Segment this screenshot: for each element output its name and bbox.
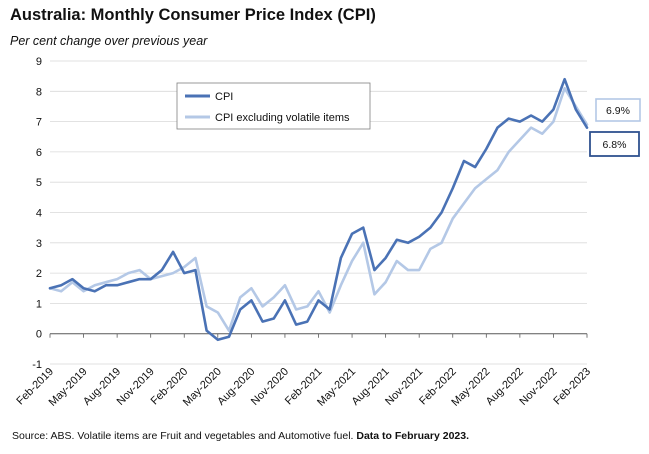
source-data-date: Data to February 2023. xyxy=(356,430,470,442)
legend: CPI CPI excluding volatile items xyxy=(176,82,371,130)
y-tick-label: 9 xyxy=(36,56,42,68)
series-line-cpi xyxy=(48,77,589,342)
callout-label-cpi: 6.8% xyxy=(603,139,627,151)
x-axis-ticks: Feb-2019May-2019Aug-2019Nov-2019Feb-2020… xyxy=(14,333,593,409)
series-lines xyxy=(48,77,589,342)
legend-label-excl: CPI excluding volatile items xyxy=(215,112,350,124)
y-tick-label: 0 xyxy=(36,329,42,341)
callout-box-excl xyxy=(595,98,641,122)
series-line-cpi-excl-volatile xyxy=(48,86,589,332)
chart-title: Australia: Monthly Consumer Price Index … xyxy=(10,6,376,24)
y-tick-label: 4 xyxy=(36,208,42,220)
y-tick-label: 3 xyxy=(36,238,42,250)
source-text: Source: ABS. Volatile items are Fruit an… xyxy=(12,430,354,442)
end-value-callouts: 6.9% 6.8% xyxy=(589,98,641,157)
y-tick-label: 7 xyxy=(36,117,42,129)
x-tick-label: Feb-2023 xyxy=(551,366,593,408)
y-tick-label: 8 xyxy=(36,86,42,98)
y-axis-caption: Per cent change over previous year xyxy=(10,34,208,48)
y-tick-label: 2 xyxy=(36,268,42,280)
source-note: Source: ABS. Volatile items are Fruit an… xyxy=(12,430,469,442)
legend-frame xyxy=(176,82,371,130)
legend-label-cpi: CPI xyxy=(215,91,233,103)
y-tick-label: 1 xyxy=(36,298,42,310)
callout-label-excl: 6.9% xyxy=(606,105,630,117)
callout-box-cpi xyxy=(589,131,640,157)
y-tick-label: 5 xyxy=(36,177,42,189)
y-tick-label: 6 xyxy=(36,147,42,159)
y-axis-ticks: -1 0 1 2 3 4 5 6 7 8 9 xyxy=(32,56,42,371)
gridlines xyxy=(50,60,587,365)
y-tick-label: -1 xyxy=(32,359,42,371)
